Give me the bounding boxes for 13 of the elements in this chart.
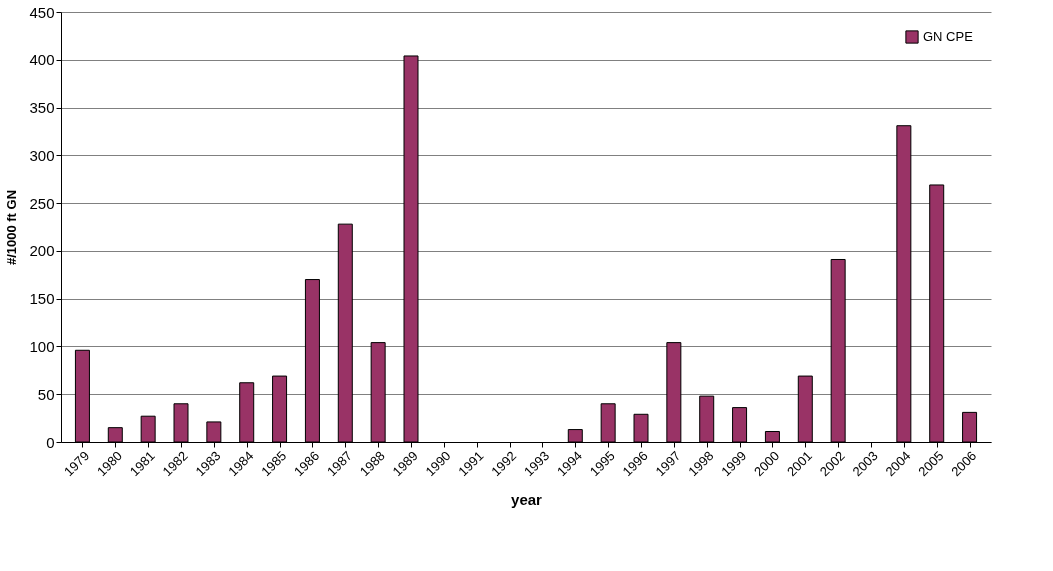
- y-tick-label: 0: [46, 433, 55, 451]
- y-tick-label: 400: [29, 51, 55, 69]
- x-axis-title: year: [511, 491, 543, 509]
- y-tick-label: 300: [29, 146, 55, 164]
- y-axis-title: #/1000 ft GN: [4, 189, 20, 266]
- y-tick-label: 200: [29, 242, 55, 260]
- y-tick-label: 150: [29, 290, 55, 308]
- y-tick-label: 250: [29, 194, 55, 212]
- y-tick-label: 100: [29, 337, 55, 355]
- y-tick-label: 50: [37, 385, 55, 403]
- y-tick-label: 350: [29, 99, 55, 117]
- legend-label: GN CPE: [923, 29, 974, 44]
- y-tick-label: 450: [29, 3, 55, 21]
